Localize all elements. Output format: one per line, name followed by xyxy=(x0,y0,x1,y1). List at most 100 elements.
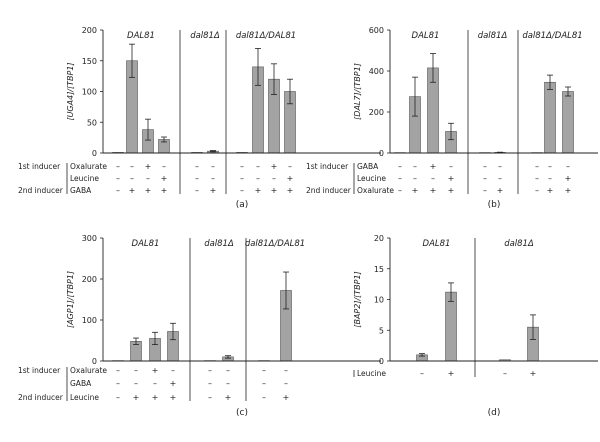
condition-sign: – xyxy=(134,379,138,388)
bar xyxy=(445,291,457,362)
condition-sign: + xyxy=(448,369,455,378)
condition-sign: – xyxy=(146,174,150,183)
condition-sign: – xyxy=(208,379,212,388)
condition-sign: + xyxy=(225,393,232,402)
condition-sign: – xyxy=(413,174,417,183)
group-label: dal81Δ xyxy=(504,239,534,249)
condition-sign: – xyxy=(284,366,288,375)
condition-sign: – xyxy=(130,162,134,171)
condition-label: Leucine xyxy=(70,393,99,402)
y-axis-label: [DAL7]/[TBP1] xyxy=(353,63,362,120)
y-axis-label: [UGA4]/[TBP1] xyxy=(66,62,75,120)
condition-sign: – xyxy=(288,162,292,171)
condition-sign: + xyxy=(547,186,554,195)
chart-panel: 0 100 200 300 [AGP1]/[TBP1] DAL81 dal81Δ dal81Δ… xyxy=(18,234,305,418)
condition-label: GABA xyxy=(70,379,92,388)
condition-sign: – xyxy=(240,186,244,195)
condition-sign: + xyxy=(271,186,278,195)
group-label: dal81Δ xyxy=(190,31,220,41)
condition-sign: – xyxy=(548,162,552,171)
group-label: DAL81 xyxy=(412,31,440,41)
condition-sign: – xyxy=(116,174,120,183)
condition-sign: – xyxy=(256,174,260,183)
condition-label: Leucine xyxy=(357,369,386,378)
condition-sign: + xyxy=(430,162,437,171)
y-tick-label: 0 xyxy=(379,357,384,366)
condition-sign: – xyxy=(535,186,539,195)
y-tick-label: 200 xyxy=(369,108,384,117)
condition-sign: – xyxy=(535,162,539,171)
group-label: DAL81 xyxy=(423,239,451,249)
panel-label: (c) xyxy=(236,408,248,418)
condition-sign: + xyxy=(133,393,140,402)
condition-sign: – xyxy=(226,366,230,375)
condition-sign: + xyxy=(448,174,455,183)
y-tick-label: 100 xyxy=(82,316,97,325)
condition-label: Leucine xyxy=(357,174,386,183)
y-tick-label: 15 xyxy=(374,265,384,274)
group-label: dal81Δ/DAL81 xyxy=(236,31,296,41)
panel-label: (d) xyxy=(488,408,501,418)
condition-sign: – xyxy=(498,162,502,171)
condition-sign: + xyxy=(448,186,455,195)
y-axis-label: [BAP2]/[TBP1] xyxy=(353,271,362,327)
condition-label: GABA xyxy=(357,162,379,171)
y-tick-label: 0 xyxy=(92,357,97,366)
condition-label: Oxalurate xyxy=(70,366,107,375)
condition-sign: + xyxy=(287,186,294,195)
condition-sign: – xyxy=(116,393,120,402)
condition-title: 1st inducer xyxy=(18,162,61,171)
condition-sign: – xyxy=(211,174,215,183)
condition-sign: – xyxy=(195,162,199,171)
condition-sign: + xyxy=(430,186,437,195)
condition-sign: + xyxy=(497,186,504,195)
chart-panel: 0 5 10 15 20 [BAP2]/[TBP1] DAL81 dal81Δ Leucine –… xyxy=(353,234,539,418)
condition-title: 2nd inducer xyxy=(306,186,352,195)
condition-sign: – xyxy=(284,379,288,388)
condition-sign: + xyxy=(283,393,290,402)
condition-sign: + xyxy=(255,186,262,195)
group-label: dal81Δ xyxy=(478,31,508,41)
condition-sign: – xyxy=(262,379,266,388)
condition-sign: – xyxy=(153,379,157,388)
condition-sign: – xyxy=(195,174,199,183)
condition-label: Leucine xyxy=(70,174,99,183)
y-tick-label: 0 xyxy=(379,149,384,158)
condition-sign: + xyxy=(530,369,537,378)
condition-sign: + xyxy=(145,186,152,195)
condition-sign: – xyxy=(449,162,453,171)
condition-sign: + xyxy=(152,393,159,402)
condition-sign: – xyxy=(272,174,276,183)
condition-sign: – xyxy=(398,174,402,183)
condition-sign: + xyxy=(145,162,152,171)
condition-sign: – xyxy=(162,162,166,171)
condition-sign: + xyxy=(161,186,168,195)
condition-sign: – xyxy=(130,174,134,183)
condition-title: 1st inducer xyxy=(18,366,61,375)
condition-label: GABA xyxy=(70,186,92,195)
condition-sign: – xyxy=(240,162,244,171)
condition-sign: + xyxy=(129,186,136,195)
y-tick-label: 5 xyxy=(379,326,384,335)
chart-panel: 0 200 400 600 [DAL7]/[TBP1] DAL81 dal81Δ dal81Δ… xyxy=(306,26,583,210)
group-label: DAL81 xyxy=(127,31,155,41)
condition-sign: + xyxy=(287,174,294,183)
condition-label: Oxalurate xyxy=(357,186,394,195)
condition-sign: – xyxy=(211,162,215,171)
y-tick-label: 600 xyxy=(369,26,384,35)
bar xyxy=(562,91,574,154)
condition-sign: – xyxy=(498,174,502,183)
panel-label: (b) xyxy=(488,200,501,210)
condition-sign: – xyxy=(398,186,402,195)
condition-sign: – xyxy=(483,186,487,195)
condition-sign: + xyxy=(170,379,177,388)
condition-sign: – xyxy=(398,162,402,171)
condition-sign: + xyxy=(210,186,217,195)
group-label: dal81Δ/DAL81 xyxy=(245,239,305,249)
condition-sign: – xyxy=(503,369,507,378)
condition-sign: – xyxy=(116,162,120,171)
condition-sign: + xyxy=(170,393,177,402)
condition-sign: – xyxy=(420,369,424,378)
chart-panel: 0 50 100 150 200 [UGA4]/[TBP1] DAL81 dal81Δ dal8… xyxy=(18,26,296,210)
